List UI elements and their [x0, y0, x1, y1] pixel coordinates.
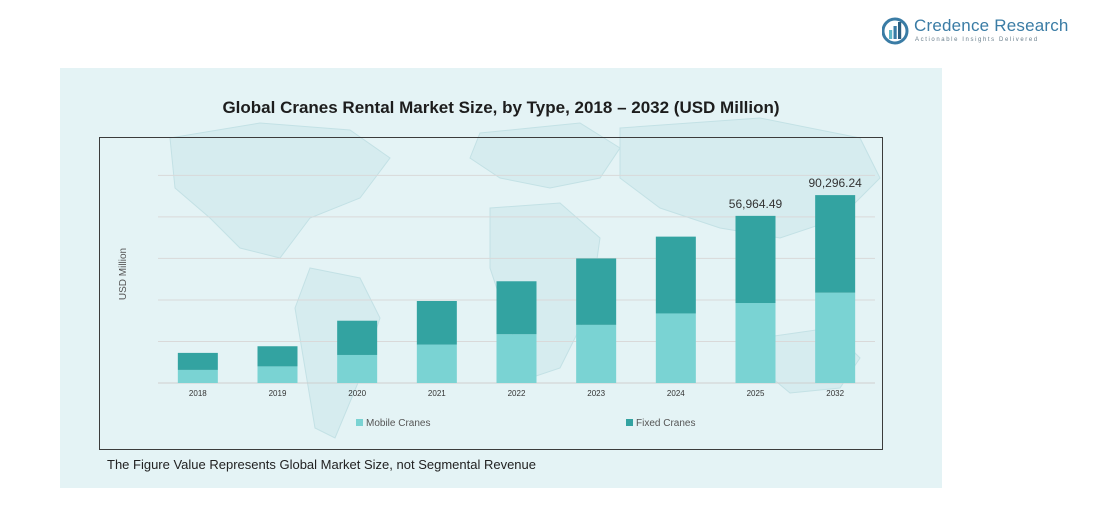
bar-mobile-2020 — [337, 354, 378, 383]
bar-mobile-2025 — [735, 303, 776, 383]
x-tick-label: 2021 — [428, 389, 446, 398]
bar-fixed-2020 — [337, 320, 378, 355]
brand-logo: Credence Research Actionable Insights De… — [882, 14, 1082, 50]
bar-fixed-2023 — [576, 258, 617, 325]
bar-mobile-2023 — [576, 324, 617, 383]
credence-logo-icon — [882, 17, 909, 45]
x-tick-label: 2022 — [508, 389, 526, 398]
data-label: 90,296.24 — [808, 176, 862, 190]
bar-fixed-2025 — [735, 215, 776, 304]
x-tick-label: 2023 — [587, 389, 605, 398]
data-label: 56,964.49 — [729, 197, 783, 211]
bar-fixed-2024 — [655, 236, 696, 314]
bar-mobile-2032 — [815, 292, 856, 383]
bar-fixed-2032 — [815, 195, 856, 293]
x-tick-label: 2025 — [747, 389, 765, 398]
bar-mobile-2019 — [257, 366, 298, 383]
bar-fixed-2018 — [177, 352, 218, 370]
x-tick-label: 2018 — [189, 389, 207, 398]
bar-fixed-2019 — [257, 346, 298, 367]
bar-mobile-2018 — [177, 369, 218, 383]
bar-mobile-2022 — [496, 334, 537, 383]
bar-fixed-2022 — [496, 281, 537, 335]
bar-mobile-2021 — [416, 344, 457, 383]
chart-title: Global Cranes Rental Market Size, by Typ… — [222, 98, 780, 117]
legend-swatch — [356, 419, 363, 426]
y-axis-label: USD Million — [118, 248, 129, 300]
brand-name: Credence Research — [914, 16, 1069, 35]
x-tick-label: 2024 — [667, 389, 685, 398]
plot-frame — [99, 137, 883, 450]
brand-tagline: Actionable Insights Delivered — [915, 37, 1039, 43]
legend-label: Fixed Cranes — [636, 418, 695, 429]
chart-panel: Global Cranes Rental Market Size, by Typ… — [60, 68, 942, 488]
legend-swatch — [626, 419, 633, 426]
footnote: The Figure Value Represents Global Marke… — [107, 457, 536, 472]
x-tick-label: 2032 — [826, 389, 844, 398]
bar-mobile-2024 — [655, 313, 696, 383]
legend-label: Mobile Cranes — [366, 418, 430, 429]
bar-fixed-2021 — [416, 300, 457, 345]
x-tick-label: 2019 — [269, 389, 287, 398]
x-tick-label: 2020 — [348, 389, 366, 398]
